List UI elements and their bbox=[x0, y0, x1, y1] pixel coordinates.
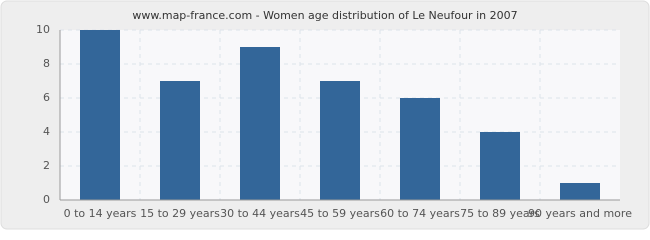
y-tick-label: 8 bbox=[43, 57, 50, 70]
bar bbox=[80, 30, 120, 200]
bar bbox=[240, 47, 280, 200]
chart-title: www.map-france.com - Women age distribut… bbox=[132, 9, 517, 22]
y-tick-label: 0 bbox=[43, 193, 50, 206]
bar bbox=[480, 132, 520, 200]
x-tick-label: 75 to 89 years bbox=[460, 207, 540, 220]
y-tick-label: 10 bbox=[36, 23, 50, 36]
x-tick-label: 30 to 44 years bbox=[220, 207, 300, 220]
x-tick-label: 0 to 14 years bbox=[64, 207, 137, 220]
x-tick-label: 60 to 74 years bbox=[380, 207, 460, 220]
chart: www.map-france.com - Women age distribut… bbox=[0, 0, 650, 230]
bar bbox=[320, 81, 360, 200]
bar bbox=[400, 98, 440, 200]
y-tick-label: 6 bbox=[43, 91, 50, 104]
x-tick-label: 15 to 29 years bbox=[140, 207, 220, 220]
y-tick-label: 2 bbox=[43, 159, 50, 172]
y-tick-label: 4 bbox=[43, 125, 50, 138]
x-tick-label: 90 years and more bbox=[528, 207, 632, 220]
bar bbox=[560, 183, 600, 200]
bar bbox=[160, 81, 200, 200]
x-tick-label: 45 to 59 years bbox=[300, 207, 380, 220]
